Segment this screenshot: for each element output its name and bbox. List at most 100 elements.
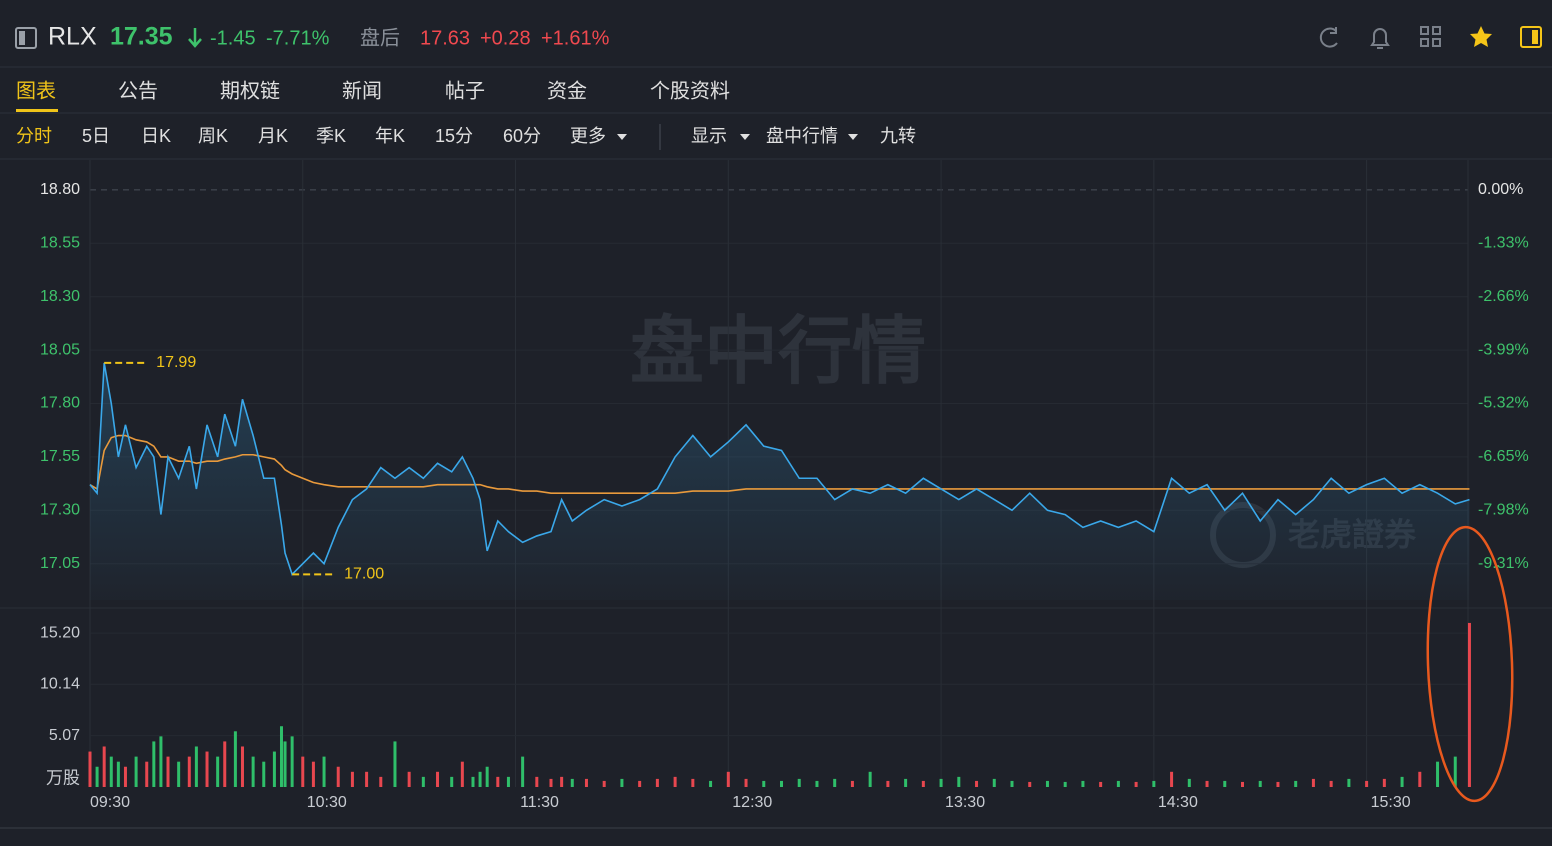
caret	[848, 134, 858, 140]
y-tick-label: 18.55	[40, 235, 80, 252]
volume-bar	[88, 751, 92, 787]
volume-bar	[194, 746, 198, 787]
volume-bar	[102, 746, 106, 787]
period[interactable]: 日K	[141, 126, 171, 146]
x-tick-label: 14:30	[1158, 794, 1198, 811]
volume-bar	[123, 766, 127, 787]
volume-bar	[584, 778, 588, 787]
volume-bar	[975, 780, 979, 787]
volume-bar	[921, 780, 925, 787]
y2-tick-label: -1.33%	[1478, 234, 1529, 251]
bell-icon[interactable]	[1370, 28, 1390, 49]
volume-bar	[1045, 780, 1049, 787]
y-tick-label: 18.30	[40, 288, 80, 305]
tab[interactable]: 帖子	[445, 79, 485, 102]
y-tick-label: 17.05	[40, 555, 80, 572]
star-icon[interactable]	[1470, 26, 1492, 47]
volume-bar	[1400, 776, 1404, 787]
volume-bar	[485, 766, 489, 787]
volume-bar	[223, 741, 227, 787]
volume-bar	[421, 776, 425, 787]
period[interactable]: 年K	[375, 126, 405, 146]
tab[interactable]: 期权链	[220, 79, 280, 102]
volume-bar	[886, 780, 890, 787]
x-tick-label: 15:30	[1371, 794, 1411, 811]
period[interactable]: 分时	[16, 126, 52, 146]
volume-tick-label: 15.20	[40, 624, 80, 641]
volume-bar	[780, 780, 783, 787]
volume-bar	[620, 778, 624, 787]
tab[interactable]: 新闻	[342, 79, 382, 102]
hand-drawn-circle	[1426, 525, 1514, 803]
period[interactable]: 60分	[503, 126, 541, 146]
period[interactable]: 5日	[82, 126, 110, 146]
volume-bar	[560, 776, 564, 787]
volume-bar	[1453, 756, 1457, 787]
option[interactable]: 九转	[880, 126, 916, 146]
option[interactable]: 盘中行情	[766, 126, 838, 146]
tab[interactable]: 个股资料	[650, 79, 730, 102]
refresh-icon[interactable]	[1319, 27, 1338, 48]
volume-bar	[159, 736, 163, 787]
period-bar: 分时 5日 日K 周K 月K 季K 年K 15分 60分 更多 显示 盘中行情 九转	[16, 126, 916, 146]
volume-bar	[322, 756, 326, 787]
volume-bar	[350, 771, 354, 787]
volume-bar	[602, 780, 606, 787]
period[interactable]: 15分	[435, 126, 473, 146]
volume-bar	[283, 741, 287, 787]
volume-bar	[116, 761, 120, 787]
volume-bar	[301, 756, 305, 787]
period[interactable]: 周K	[198, 126, 228, 146]
option[interactable]: 显示	[691, 126, 727, 146]
volume-bar	[521, 756, 525, 787]
after-hours-change: +0.28	[480, 27, 531, 49]
sidebar-icon[interactable]	[15, 27, 37, 49]
panel-icon[interactable]	[1520, 26, 1542, 48]
volume-bar	[1258, 780, 1262, 787]
volume-bar	[145, 761, 149, 787]
caret	[617, 134, 627, 140]
volume-bar	[471, 776, 475, 787]
y2-tick-label: 0.00%	[1478, 181, 1523, 198]
tab[interactable]: 公告	[118, 79, 158, 102]
watermark: 盘中行情	[630, 310, 926, 393]
volume-bar	[365, 771, 369, 787]
after-hours-label: 盘后	[360, 26, 400, 49]
y2-tick-label: -2.66%	[1478, 288, 1529, 305]
caret	[740, 134, 750, 140]
sidebar-icon-fill	[19, 31, 25, 45]
tab[interactable]: 图表	[16, 79, 56, 102]
volume-bar	[709, 780, 713, 787]
volume-bar	[436, 771, 440, 787]
volume-bar	[134, 756, 138, 787]
volume-bar	[673, 776, 677, 787]
volume-bar	[850, 780, 854, 787]
y2-tick-label: -6.65%	[1478, 448, 1529, 465]
volume-bar	[655, 778, 659, 787]
x-tick-label: 11:30	[520, 794, 559, 811]
period[interactable]: 月K	[258, 126, 288, 146]
volume-bar	[460, 761, 464, 787]
volume-bar	[407, 771, 411, 787]
grid-icon[interactable]	[1420, 26, 1441, 47]
down-arrow	[188, 28, 202, 48]
volume-bar	[638, 780, 642, 787]
y2-tick-label: -3.99%	[1478, 341, 1529, 358]
tab[interactable]: 资金	[547, 79, 587, 102]
period[interactable]: 季K	[316, 126, 346, 146]
period[interactable]: 更多	[570, 126, 606, 146]
volume-bar	[833, 778, 837, 787]
x-tick-label: 12:30	[732, 794, 772, 811]
volume-bar	[868, 771, 872, 787]
x-tick-label: 10:30	[307, 794, 347, 811]
volume-bar	[109, 756, 113, 787]
volume-bar	[1418, 771, 1422, 787]
volume-bar	[762, 780, 766, 787]
volume-unit: 万股	[46, 768, 80, 787]
volume-bar	[216, 756, 220, 787]
volume-bar	[240, 746, 244, 787]
volume-bar	[1063, 781, 1067, 787]
volume-bar	[535, 776, 539, 787]
volume-bar	[570, 778, 574, 787]
